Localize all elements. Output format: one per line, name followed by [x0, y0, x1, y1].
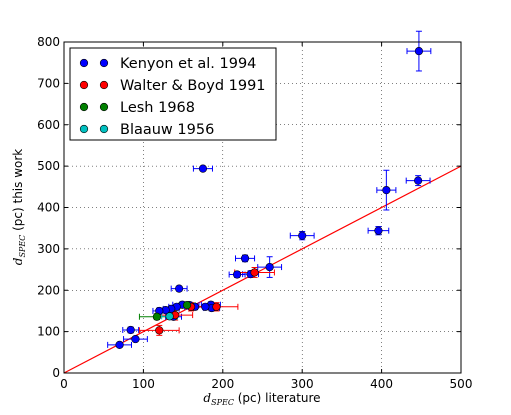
legend-marker	[79, 80, 89, 90]
data-point	[165, 312, 174, 321]
legend-label: Kenyon et al. 1994	[120, 56, 256, 72]
y-tick-label: 600	[37, 118, 60, 132]
legend-marker	[99, 80, 109, 90]
data-point	[175, 284, 184, 293]
x-tick-label: 500	[450, 377, 473, 391]
y-tick-label: 100	[37, 325, 60, 339]
data-point	[115, 340, 124, 349]
reference-line	[63, 165, 462, 374]
y-tick-label: 800	[37, 35, 60, 49]
data-point	[232, 270, 242, 279]
legend-label: Blaauw 1956	[120, 122, 214, 138]
legend: Kenyon et al. 1994 Walter & Boyd 1991 Lesh…	[69, 47, 277, 141]
data-point	[414, 47, 424, 56]
y-tick-label: 700	[37, 76, 60, 90]
legend-marker	[79, 58, 89, 68]
y-tick-label: 500	[37, 159, 60, 173]
x-tick-label: 400	[370, 377, 393, 391]
data-point	[126, 325, 135, 335]
data-point	[131, 334, 140, 344]
legend-marker	[99, 58, 109, 68]
y-tick-label: 400	[37, 201, 60, 215]
y-tick-label: 300	[37, 242, 60, 256]
legend-marker	[79, 102, 89, 112]
data-point	[382, 186, 391, 195]
data-point	[414, 176, 423, 185]
data-points	[115, 47, 424, 349]
y-tick-label: 0	[52, 366, 60, 380]
axis-ticks: 0 100 200 300 400 500 0 100 200 300 400 500 600 700 80…	[37, 35, 472, 391]
legend-marker	[99, 124, 109, 134]
data-point	[198, 164, 208, 173]
legend-marker	[99, 102, 109, 112]
y-axis-label: dSPEC (pc) this work	[11, 149, 27, 266]
data-point	[201, 302, 210, 311]
x-axis-label: dSPEC (pc) literature	[203, 391, 320, 407]
data-point	[155, 326, 164, 335]
x-tick-label: 300	[291, 377, 314, 391]
legend-label: Lesh 1968	[120, 100, 195, 116]
data-point	[182, 301, 192, 310]
data-point	[298, 231, 307, 240]
data-point	[212, 302, 221, 311]
legend-label: Walter & Boyd 1991	[120, 78, 266, 94]
data-point	[240, 254, 250, 263]
data-point	[152, 312, 161, 321]
legend-marker	[79, 124, 89, 134]
data-point	[265, 262, 274, 272]
x-tick-label: 100	[132, 377, 155, 391]
y-tick-label: 200	[37, 283, 60, 297]
x-tick-label: 0	[60, 377, 68, 391]
data-point	[374, 226, 383, 235]
x-tick-label: 200	[211, 377, 234, 391]
data-point	[250, 268, 259, 277]
